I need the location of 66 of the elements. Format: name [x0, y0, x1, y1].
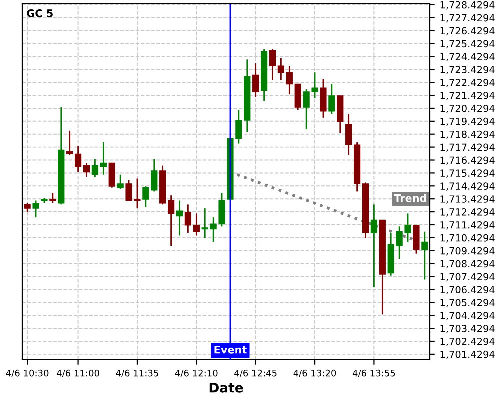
y-tick-label: 1,722.4294 [440, 79, 495, 88]
y-tick-label: 1,709.4294 [440, 247, 495, 256]
y-tick-label: 1,706.4294 [440, 286, 495, 295]
y-tick-label: 1,701.4294 [440, 350, 495, 360]
y-tick-label: 1,715.4294 [440, 170, 495, 178]
y-tick-label: 1,702.4294 [440, 338, 495, 346]
candlestick [269, 48, 276, 82]
y-tick-label: 1,726.4294 [440, 27, 495, 36]
candlestick [328, 84, 336, 115]
candlestick [151, 158, 158, 192]
y-tick-label: 1,703.4294 [440, 325, 495, 334]
chart-title: GC 5 [27, 10, 53, 18]
ref-line-label: Event [214, 346, 247, 354]
candlestick [117, 174, 124, 190]
candlestick [278, 58, 285, 82]
y-tick-label: 1,708.4294 [440, 260, 495, 269]
candlestick [92, 158, 99, 178]
y-tick-label: 1,721.4294 [440, 92, 495, 100]
y-tick-label: 1,727.4294 [440, 14, 495, 23]
y-tick-label: 1,719.4294 [440, 118, 495, 126]
y-tick-label: 1,711.4294 [440, 221, 495, 230]
y-tick-label: 1,717.4294 [440, 144, 495, 152]
y-tick-label: 1,705.4294 [440, 299, 495, 308]
y-tick-label: 1,712.4294 [440, 208, 495, 217]
candlestick [24, 202, 31, 214]
y-tick-label: 1,713.4294 [440, 196, 495, 204]
x-tick-label: 4/6 12:45 [234, 370, 277, 378]
candlestick [252, 62, 260, 98]
candlestick [32, 200, 40, 218]
candlestick [202, 208, 208, 240]
x-tick-label: 4/6 11:35 [116, 370, 158, 378]
candlestick [422, 231, 428, 280]
y-tick-label: 1,725.4294 [440, 40, 495, 49]
candlestick [100, 142, 107, 176]
x-axis-title: Date [210, 383, 244, 393]
x-tick-label: 4/6 13:55 [352, 370, 396, 378]
y-tick-label: 1,710.4294 [440, 234, 495, 243]
text: Trend [394, 194, 426, 202]
x-tick-label: 4/6 12:10 [175, 370, 218, 378]
y-tick-label: 1,718.4294 [440, 130, 495, 140]
x-tick-label: 4/6 13:20 [294, 370, 336, 378]
candlestick [320, 78, 327, 119]
y-tick-label: 1,720.4294 [440, 104, 495, 114]
candlestick [193, 213, 200, 236]
y-tick-label: 1,724.4294 [440, 53, 495, 62]
y-tick-label: 1,714.4294 [440, 182, 495, 191]
candlestick [346, 113, 352, 156]
y-tick-label: 1,704.4294 [440, 312, 495, 320]
candlestick [184, 204, 192, 234]
candlestick [66, 130, 74, 156]
y-tick-label: 1,723.4294 [440, 66, 495, 74]
candlestick [370, 204, 378, 288]
y-tick-label: 1,728.4294 [440, 1, 495, 10]
candlestick [142, 186, 150, 208]
candlestick [50, 192, 56, 204]
y-tick-label: 1,716.4294 [440, 156, 495, 166]
x-tick-label: 4/6 11:00 [57, 370, 100, 378]
candlestick [74, 146, 82, 173]
candlestick [176, 200, 184, 236]
y-tick-label: 1,707.4294 [440, 273, 495, 282]
candlestick [294, 84, 302, 111]
candlestick [168, 194, 175, 247]
candlestick [286, 65, 293, 96]
x-tick-label: 4/6 10:30 [6, 370, 49, 378]
candlestick [108, 162, 116, 189]
candlestick [83, 162, 90, 178]
